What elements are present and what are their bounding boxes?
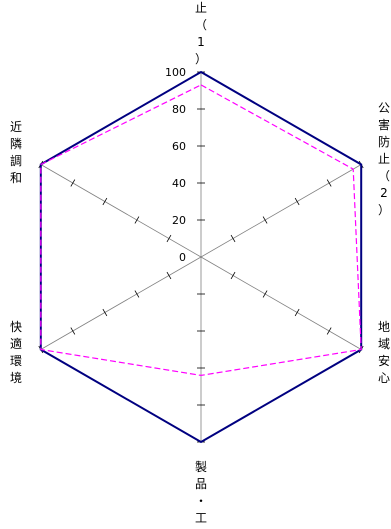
axis-label-char: 域 <box>378 337 390 351</box>
tick-mark <box>262 216 268 224</box>
axis-label-char: 心 <box>378 371 390 385</box>
tick-mark <box>294 197 300 206</box>
tick-mark <box>294 308 300 317</box>
axis-spoke <box>200 164 362 258</box>
axis-label-char: （ <box>378 169 390 183</box>
axis-label-char: ） <box>378 203 390 217</box>
axis-label-char: 止 <box>195 1 207 15</box>
axis-label-char: 害 <box>378 117 390 132</box>
axis-label-char: 防 <box>378 134 390 149</box>
axis-label-char: 環 <box>10 354 22 368</box>
radial-tick-labels: 0 20 40 60 80 100 <box>165 66 186 264</box>
tick-label: 40 <box>172 177 186 190</box>
axis-label-1: 止 （ 1 ） <box>195 1 207 66</box>
axis-label-char: 2 <box>380 186 388 200</box>
axis-label-char: ・ <box>195 494 207 508</box>
tick-mark <box>102 197 108 206</box>
axis-spoke <box>40 164 202 258</box>
axis-label-char: （ <box>195 18 207 32</box>
tick-mark <box>70 179 76 187</box>
tick-mark <box>326 179 332 187</box>
series-line-2 <box>40 84 362 377</box>
axis-label-char: 品 <box>195 477 207 491</box>
axis-label-char: 適 <box>10 336 22 351</box>
tick-mark <box>326 327 332 335</box>
axis-label-char: 調 <box>10 154 22 168</box>
tick-mark <box>166 271 172 280</box>
axis-label-char: 安 <box>378 353 390 368</box>
axis-label-char: 地 <box>378 320 390 334</box>
axis-label-char: ） <box>195 52 207 66</box>
tick-mark <box>262 290 268 298</box>
tick-mark <box>70 327 76 335</box>
axis-label-char: 公 <box>378 101 390 115</box>
axis-label-char: 工 <box>195 511 207 525</box>
axis-label-char: 和 <box>10 171 22 185</box>
axis-label-char: 1 <box>197 35 205 49</box>
tick-label: 100 <box>165 66 186 79</box>
axis-label-char: 止 <box>378 152 390 166</box>
radar-axes <box>38 71 364 443</box>
axis-label-char: 隣 <box>10 136 22 151</box>
tick-mark <box>166 234 172 243</box>
tick-label: 60 <box>172 140 186 153</box>
radar-series <box>39 70 363 444</box>
tick-label: 80 <box>172 103 186 116</box>
tick-mark <box>134 290 140 298</box>
axis-label-4: 製品・工 <box>195 460 207 525</box>
tick-mark <box>230 234 236 243</box>
axis-label-char: 境 <box>10 370 22 385</box>
axis-label-char: 快 <box>10 320 22 334</box>
tick-label: 20 <box>172 214 186 227</box>
tick-mark <box>102 308 108 317</box>
axis-spoke <box>200 256 362 350</box>
axis-label-char: 近 <box>10 120 22 134</box>
tick-label: 0 <box>179 251 186 264</box>
axis-spoke <box>40 256 202 350</box>
tick-mark <box>230 271 236 280</box>
axis-label-char: 製 <box>195 460 207 474</box>
tick-mark <box>134 216 140 224</box>
